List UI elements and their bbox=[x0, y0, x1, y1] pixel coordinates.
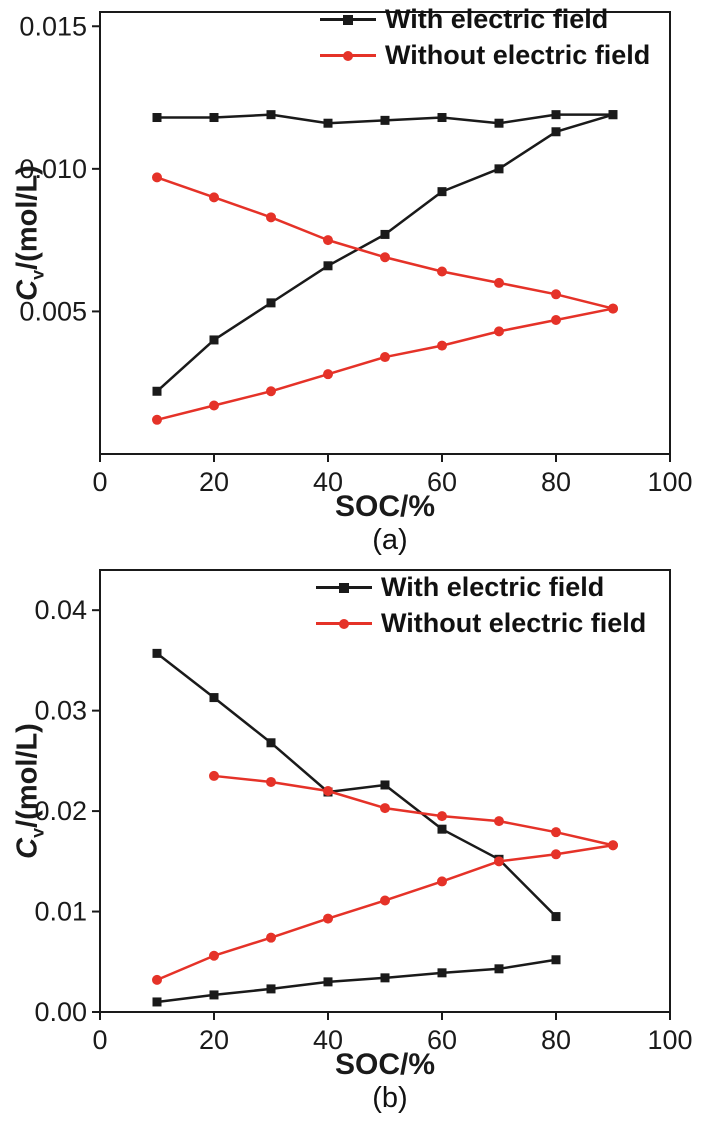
chart-b-xlabel: SOC/% bbox=[334, 1048, 436, 1081]
square-marker-icon bbox=[339, 582, 349, 593]
svg-text:0.010: 0.010 bbox=[19, 154, 87, 184]
chart-a-caption: (a) bbox=[372, 524, 408, 556]
svg-text:80: 80 bbox=[541, 1025, 571, 1055]
svg-text:60: 60 bbox=[427, 1025, 457, 1055]
svg-text:60: 60 bbox=[427, 467, 457, 497]
ylabel-subscript: v bbox=[27, 827, 48, 838]
ylabel-symbol: C bbox=[11, 837, 44, 859]
chart-a-xlabel: SOC/% bbox=[334, 490, 436, 523]
svg-text:0.015: 0.015 bbox=[19, 11, 87, 41]
svg-text:40: 40 bbox=[313, 1025, 343, 1055]
legend-item-without-field: Without electric field bbox=[320, 40, 650, 71]
legend-label: Without electric field bbox=[381, 608, 647, 638]
circle-marker-icon bbox=[343, 50, 353, 61]
circle-marker-icon bbox=[339, 618, 349, 629]
chart-a-plot: 0 20 40 60 80 100 0.005 0.010 0.015 bbox=[19, 11, 693, 497]
svg-text:0.04: 0.04 bbox=[34, 595, 87, 625]
svg-text:0.01: 0.01 bbox=[34, 897, 87, 927]
ylabel-units: /(mol/L) bbox=[11, 165, 44, 270]
svg-text:0.005: 0.005 bbox=[19, 296, 87, 326]
ylabel-units: /(mol/L) bbox=[11, 723, 44, 828]
legend-key-square-marker bbox=[316, 580, 372, 596]
chart-a-legend: With electric field Without electric fie… bbox=[320, 4, 650, 76]
legend-label: With electric field bbox=[385, 4, 609, 34]
legend-label: Without electric field bbox=[385, 40, 651, 70]
ylabel-symbol: C bbox=[11, 279, 44, 301]
chart-b-legend: With electric field Without electric fie… bbox=[316, 572, 646, 644]
svg-text:80: 80 bbox=[541, 467, 571, 497]
svg-text:0.02: 0.02 bbox=[34, 796, 87, 826]
svg-text:100: 100 bbox=[647, 467, 692, 497]
chart-b-ylabel: Cv/(mol/L) bbox=[12, 723, 49, 859]
ylabel-subscript: v bbox=[27, 269, 48, 280]
legend-key-square-marker bbox=[320, 12, 376, 28]
svg-text:0: 0 bbox=[92, 1025, 107, 1055]
legend-label: With electric field bbox=[381, 572, 605, 602]
chart-a-ylabel: Cv/(mol/L) bbox=[12, 165, 49, 301]
chart-b-caption: (b) bbox=[372, 1082, 408, 1114]
svg-text:0.00: 0.00 bbox=[34, 997, 87, 1027]
svg-text:0.03: 0.03 bbox=[34, 696, 87, 726]
chart-b: Cv/(mol/L) 0 20 40 60 80 100 0.00 0.01 0.02 0.03 0… bbox=[0, 558, 712, 1126]
svg-text:20: 20 bbox=[199, 1025, 229, 1055]
svg-text:40: 40 bbox=[313, 467, 343, 497]
svg-text:20: 20 bbox=[199, 467, 229, 497]
square-marker-icon bbox=[343, 14, 353, 25]
chart-b-plot: 0 20 40 60 80 100 0.00 0.01 0.02 0.03 0.04 bbox=[34, 569, 693, 1055]
legend-item-with-field: With electric field bbox=[320, 4, 650, 35]
legend-key-circle-marker bbox=[320, 48, 376, 64]
legend-item-without-field: Without electric field bbox=[316, 608, 646, 639]
legend-key-circle-marker bbox=[316, 616, 372, 632]
chart-a: Cv/(mol/L) 0 20 40 60 80 100 0.005 0.010 0.015 W… bbox=[0, 0, 712, 558]
legend-item-with-field: With electric field bbox=[316, 572, 646, 603]
svg-text:0: 0 bbox=[92, 467, 107, 497]
svg-text:100: 100 bbox=[647, 1025, 692, 1055]
